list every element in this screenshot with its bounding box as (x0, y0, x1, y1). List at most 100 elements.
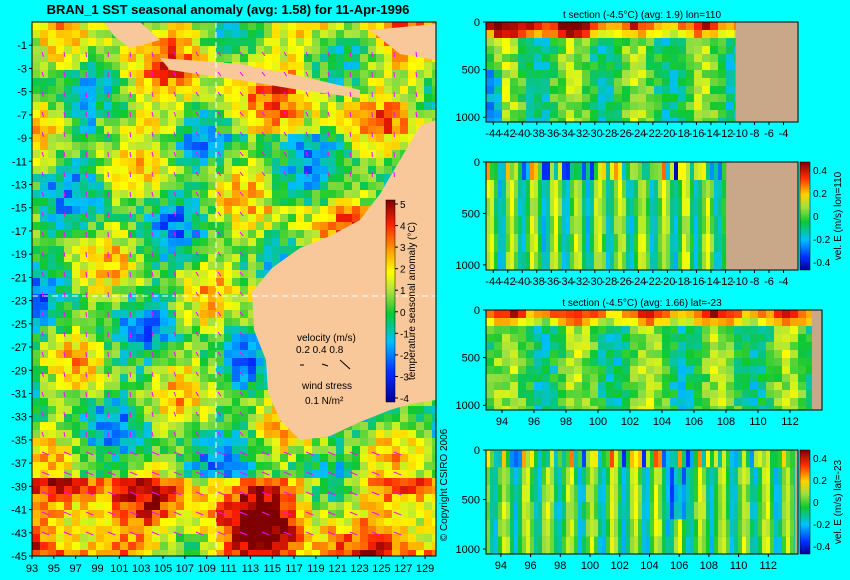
sst-cell (112, 70, 120, 78)
sst-cell (200, 302, 208, 310)
sst-cell (136, 134, 144, 142)
section-title: t section (-4.5°C) (avg: 1.9) lon=110 (563, 10, 721, 21)
sst-cell (160, 390, 168, 398)
sst-cell (400, 422, 408, 430)
sst-cell (408, 494, 416, 502)
sst-cell (56, 502, 64, 510)
section-cell (566, 54, 574, 62)
section-cell (526, 38, 534, 46)
section-cell (558, 318, 566, 326)
section-cell (734, 62, 736, 70)
sst-cell (40, 334, 48, 342)
sst-cell (168, 142, 176, 150)
sst-cell (112, 294, 120, 302)
velocity-arrow (195, 231, 199, 237)
sst-cell (72, 478, 80, 486)
section-x-tick-label: -16 (688, 128, 704, 140)
sst-cell (288, 142, 296, 150)
velocity-arrow (217, 491, 226, 496)
sst-cell (72, 542, 80, 550)
sst-cell (232, 126, 240, 134)
sst-cell (288, 446, 296, 454)
section-cell (722, 162, 726, 180)
section-cell (798, 310, 806, 318)
sst-cell (208, 494, 216, 502)
velocity-arrow (41, 231, 44, 237)
sst-cell (248, 270, 256, 278)
section-cell (662, 318, 670, 326)
sst-cell (112, 414, 120, 422)
sst-cell (256, 478, 264, 486)
sst-cell (160, 382, 168, 390)
section-cell (638, 46, 646, 54)
sst-cell (144, 262, 152, 270)
sst-cell (168, 222, 176, 230)
sst-cell (296, 142, 304, 150)
sst-cell (88, 158, 96, 166)
sst-cell (352, 446, 360, 454)
sst-cell (128, 534, 136, 542)
section-cell (550, 62, 558, 70)
sst-cell (280, 134, 288, 142)
section-cell (514, 234, 518, 252)
sst-cell (88, 414, 96, 422)
section-cell (726, 70, 734, 78)
section-cell (570, 162, 574, 180)
sst-cell (304, 438, 312, 446)
section-cell (590, 46, 598, 54)
section-cell (562, 162, 566, 180)
sst-cell (288, 230, 296, 238)
sst-cell (264, 198, 272, 206)
sst-cell (88, 182, 96, 190)
sst-cell (224, 254, 232, 262)
sst-cell (256, 182, 264, 190)
sst-cell (320, 174, 328, 182)
sst-cell (216, 318, 224, 326)
sst-cell (128, 150, 136, 158)
section-cell (582, 94, 590, 102)
sst-cell (416, 550, 424, 556)
sst-cell (168, 486, 176, 494)
velocity-arrow (217, 151, 222, 157)
sst-cell (56, 390, 64, 398)
sst-cell (240, 270, 248, 278)
sst-cell (152, 390, 160, 398)
sst-cell (112, 326, 120, 334)
section-cell (486, 62, 494, 70)
sst-cell (216, 526, 224, 534)
sst-cell (144, 174, 152, 182)
section-x-tick-label: -20 (659, 128, 675, 140)
sst-cell (40, 182, 48, 190)
sst-cell (88, 318, 96, 326)
sst-cell (160, 30, 168, 38)
sst-cell (48, 166, 56, 174)
sst-cell (400, 518, 408, 526)
sst-cell (56, 398, 64, 406)
section-cell (526, 310, 534, 318)
section-cell (702, 198, 706, 216)
section-cell (590, 62, 598, 70)
section-cell (574, 70, 582, 78)
sst-cell (32, 294, 40, 302)
velocity-arrow (217, 291, 222, 297)
section-cell (634, 216, 638, 234)
section-cell (598, 252, 602, 270)
sst-cell (248, 334, 256, 342)
section-cell (554, 252, 558, 270)
sst-cell (152, 406, 160, 414)
sst-cell (248, 542, 256, 550)
sst-cell (328, 190, 336, 198)
section-cell (722, 216, 726, 234)
velocity-arrow (173, 151, 177, 157)
sst-cell (136, 414, 144, 422)
sst-cell (112, 398, 120, 406)
sst-cell (384, 134, 392, 142)
sst-cell (232, 430, 240, 438)
sst-cell (176, 446, 184, 454)
velocity-arrow (63, 291, 66, 297)
sst-cell (72, 454, 80, 462)
section-cell (514, 216, 518, 234)
sst-cell (392, 150, 400, 158)
velocity-arrow (129, 411, 132, 418)
sst-cell (88, 262, 96, 270)
